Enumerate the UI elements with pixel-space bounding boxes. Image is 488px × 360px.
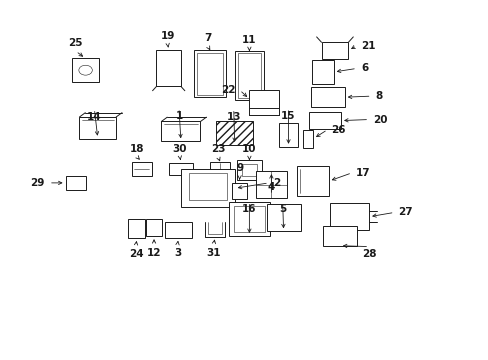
Bar [310, 87, 344, 107]
Text: 28: 28 [361, 249, 376, 260]
Text: 6: 6 [360, 63, 367, 73]
Bar [197, 53, 223, 95]
Bar [236, 161, 262, 180]
Text: 1: 1 [175, 111, 182, 121]
Bar [72, 58, 99, 82]
Bar [188, 173, 226, 200]
Bar [161, 121, 200, 141]
Text: 20: 20 [372, 114, 387, 125]
Text: 29: 29 [31, 178, 45, 188]
Bar [233, 206, 264, 232]
Bar [329, 203, 368, 230]
Bar [128, 219, 145, 238]
Bar [156, 50, 181, 86]
Text: 12: 12 [146, 248, 161, 258]
Bar [234, 51, 264, 100]
Bar [228, 202, 269, 236]
Bar [79, 117, 116, 139]
Bar [169, 163, 192, 175]
Text: 22: 22 [221, 85, 235, 95]
Bar [309, 112, 341, 129]
Bar [146, 219, 162, 236]
Text: 19: 19 [160, 31, 175, 41]
Text: 25: 25 [68, 38, 83, 48]
Text: 7: 7 [203, 33, 211, 43]
Bar [321, 42, 348, 58]
Text: 27: 27 [398, 207, 412, 217]
Bar [297, 166, 328, 197]
Text: 9: 9 [236, 163, 243, 173]
Text: 10: 10 [242, 144, 256, 154]
Text: 23: 23 [210, 144, 225, 154]
Bar [231, 183, 247, 199]
Text: 26: 26 [331, 125, 346, 135]
Text: 14: 14 [87, 112, 102, 122]
Bar [209, 162, 230, 177]
Text: 8: 8 [375, 91, 382, 101]
Text: 17: 17 [355, 168, 370, 178]
Text: 24: 24 [128, 249, 143, 259]
Bar [194, 50, 225, 97]
Bar [249, 90, 278, 108]
Bar [164, 222, 191, 238]
Bar [266, 204, 300, 231]
Bar [65, 176, 86, 190]
Text: 2: 2 [272, 178, 280, 188]
Text: 18: 18 [129, 144, 144, 154]
Text: 21: 21 [360, 41, 375, 51]
Bar [311, 60, 333, 84]
Bar [241, 164, 257, 176]
Bar [216, 121, 253, 145]
Text: 4: 4 [267, 182, 275, 192]
Bar [181, 169, 234, 207]
Circle shape [79, 65, 92, 75]
Bar [237, 54, 261, 98]
Bar [132, 162, 151, 176]
Text: 15: 15 [281, 111, 295, 121]
Text: 31: 31 [206, 248, 221, 258]
Bar [302, 130, 313, 148]
Bar [279, 123, 297, 147]
Text: 16: 16 [242, 204, 256, 215]
Text: 11: 11 [242, 35, 256, 45]
Text: 3: 3 [174, 248, 181, 258]
Bar [322, 226, 356, 246]
Text: 5: 5 [279, 204, 285, 215]
Text: 13: 13 [226, 112, 241, 122]
Bar [255, 171, 287, 198]
Text: 30: 30 [172, 144, 187, 154]
